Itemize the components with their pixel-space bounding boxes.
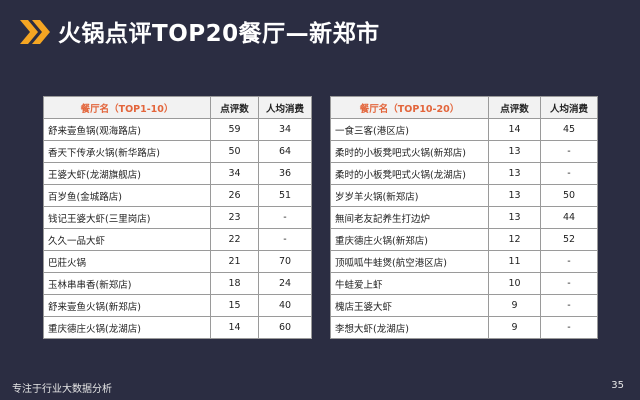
avg-spend: 50 bbox=[540, 184, 598, 207]
review-count: 13 bbox=[488, 184, 541, 207]
restaurant-name: 岁岁羊火锅(新郑店) bbox=[330, 184, 489, 207]
table-row: 顶呱呱牛蛙煲(航空港区店) 11- bbox=[330, 250, 598, 273]
restaurant-name: 柔时的小板凳吧式火锅(新郑店) bbox=[330, 140, 489, 163]
avg-spend: - bbox=[540, 140, 598, 163]
footer-tagline: 专注于行业大数据分析 bbox=[12, 384, 112, 395]
avg-spend: - bbox=[258, 206, 312, 229]
restaurant-name: 顶呱呱牛蛙煲(航空港区店) bbox=[330, 250, 489, 273]
table-row: 重庆德庄火锅(新郑店) 12 52 bbox=[330, 228, 598, 251]
review-count: 10 bbox=[488, 272, 541, 295]
review-count: 14 bbox=[210, 316, 259, 339]
avg-spend: 24 bbox=[258, 272, 312, 295]
table-row: 钱记王婆大虾(三里岗店) 23- bbox=[43, 206, 312, 229]
top10-20-table: 餐厅名（TOP10-20） 点评数 人均消费 一食三客(港区店) 14 45 柔时的… bbox=[330, 96, 598, 339]
restaurant-name: 舒来壹鱼锅(观海路店) bbox=[43, 118, 211, 141]
avg-spend: - bbox=[540, 294, 598, 317]
avg-spend: 44 bbox=[540, 206, 598, 229]
avg-spend: 52 bbox=[540, 228, 598, 251]
avg-spend: - bbox=[540, 162, 598, 185]
review-count: 13 bbox=[488, 162, 541, 185]
avg-spend: 70 bbox=[258, 250, 312, 273]
table-row: 久久一品大虾 22- bbox=[43, 228, 312, 251]
table-row: 百岁鱼(金城路店) 26 51 bbox=[43, 184, 312, 207]
restaurant-name: 柔时的小板凳吧式火锅(龙湖店) bbox=[330, 162, 489, 185]
restaurant-name: 百岁鱼(金城路店) bbox=[43, 184, 211, 207]
restaurant-name: 李想大虾(龙湖店) bbox=[330, 316, 489, 339]
avg-spend: - bbox=[258, 228, 312, 251]
table-row: 舒来壹鱼锅(观海路店) 59 34 bbox=[43, 118, 312, 141]
column-header-avg-spend: 人均消费 bbox=[540, 96, 598, 119]
table-row: 舒来壹鱼火锅(新郑店) 15 40 bbox=[43, 294, 312, 317]
column-header-reviews: 点评数 bbox=[210, 96, 259, 119]
avg-spend: - bbox=[540, 316, 598, 339]
restaurant-name: 香天下传承火锅(新华路店) bbox=[43, 140, 211, 163]
table-row: 牛蛙爱上虾 10- bbox=[330, 272, 598, 295]
avg-spend: 36 bbox=[258, 162, 312, 185]
column-header-reviews: 点评数 bbox=[488, 96, 541, 119]
review-count: 50 bbox=[210, 140, 259, 163]
avg-spend: 34 bbox=[258, 118, 312, 141]
restaurant-name: 舒来壹鱼火锅(新郑店) bbox=[43, 294, 211, 317]
restaurant-name: 牛蛙爱上虾 bbox=[330, 272, 489, 295]
table-row: 一食三客(港区店) 14 45 bbox=[330, 118, 598, 141]
table-row: 柔时的小板凳吧式火锅(龙湖店) 13- bbox=[330, 162, 598, 185]
page-number: 35 bbox=[611, 380, 624, 391]
page-title: 火锅点评TOP20餐厅—新郑市 bbox=[58, 21, 380, 47]
avg-spend: - bbox=[540, 250, 598, 273]
review-count: 22 bbox=[210, 228, 259, 251]
table-row: 香天下传承火锅(新华路店) 50 64 bbox=[43, 140, 312, 163]
top1-10-table: 餐厅名（TOP1-10） 点评数 人均消费 舒来壹鱼锅(观海路店) 59 34 香天… bbox=[43, 96, 312, 339]
table-header-row: 餐厅名（TOP10-20） 点评数 人均消费 bbox=[330, 96, 598, 119]
restaurant-name: 钱记王婆大虾(三里岗店) bbox=[43, 206, 211, 229]
restaurant-name: 玉林串串香(新郑店) bbox=[43, 272, 211, 295]
table-row: 李想大虾(龙湖店) 9- bbox=[330, 316, 598, 339]
table-row: 王婆大虾(龙湖旗舰店) 34 36 bbox=[43, 162, 312, 185]
review-count: 23 bbox=[210, 206, 259, 229]
review-count: 13 bbox=[488, 140, 541, 163]
column-header-restaurant: 餐厅名（TOP1-10） bbox=[43, 96, 211, 119]
table-header-row: 餐厅名（TOP1-10） 点评数 人均消费 bbox=[43, 96, 312, 119]
review-count: 34 bbox=[210, 162, 259, 185]
review-count: 14 bbox=[488, 118, 541, 141]
avg-spend: 40 bbox=[258, 294, 312, 317]
restaurant-name: 重庆德庄火锅(新郑店) bbox=[330, 228, 489, 251]
avg-spend: 51 bbox=[258, 184, 312, 207]
table-row: 岁岁羊火锅(新郑店) 13 50 bbox=[330, 184, 598, 207]
review-count: 18 bbox=[210, 272, 259, 295]
restaurant-name: 無间老友記养生打边炉 bbox=[330, 206, 489, 229]
table-row: 重庆德庄火锅(龙湖店) 14 60 bbox=[43, 316, 312, 339]
review-count: 9 bbox=[488, 316, 541, 339]
restaurant-name: 王婆大虾(龙湖旗舰店) bbox=[43, 162, 211, 185]
table-row: 無间老友記养生打边炉 13 44 bbox=[330, 206, 598, 229]
review-count: 21 bbox=[210, 250, 259, 273]
review-count: 12 bbox=[488, 228, 541, 251]
review-count: 11 bbox=[488, 250, 541, 273]
review-count: 13 bbox=[488, 206, 541, 229]
review-count: 15 bbox=[210, 294, 259, 317]
restaurant-name: 槐店王婆大虾 bbox=[330, 294, 489, 317]
restaurant-name: 一食三客(港区店) bbox=[330, 118, 489, 141]
review-count: 26 bbox=[210, 184, 259, 207]
avg-spend: 60 bbox=[258, 316, 312, 339]
avg-spend: 45 bbox=[540, 118, 598, 141]
table-row: 槐店王婆大虾 9- bbox=[330, 294, 598, 317]
table-row: 柔时的小板凳吧式火锅(新郑店) 13- bbox=[330, 140, 598, 163]
restaurant-name: 久久一品大虾 bbox=[43, 228, 211, 251]
column-header-restaurant: 餐厅名（TOP10-20） bbox=[330, 96, 489, 119]
restaurant-name: 重庆德庄火锅(龙湖店) bbox=[43, 316, 211, 339]
review-count: 59 bbox=[210, 118, 259, 141]
double-chevron-logo-icon bbox=[20, 20, 50, 44]
avg-spend: - bbox=[540, 272, 598, 295]
table-row: 巴莊火锅 21 70 bbox=[43, 250, 312, 273]
table-row: 玉林串串香(新郑店) 18 24 bbox=[43, 272, 312, 295]
avg-spend: 64 bbox=[258, 140, 312, 163]
column-header-avg-spend: 人均消费 bbox=[258, 96, 312, 119]
restaurant-name: 巴莊火锅 bbox=[43, 250, 211, 273]
review-count: 9 bbox=[488, 294, 541, 317]
